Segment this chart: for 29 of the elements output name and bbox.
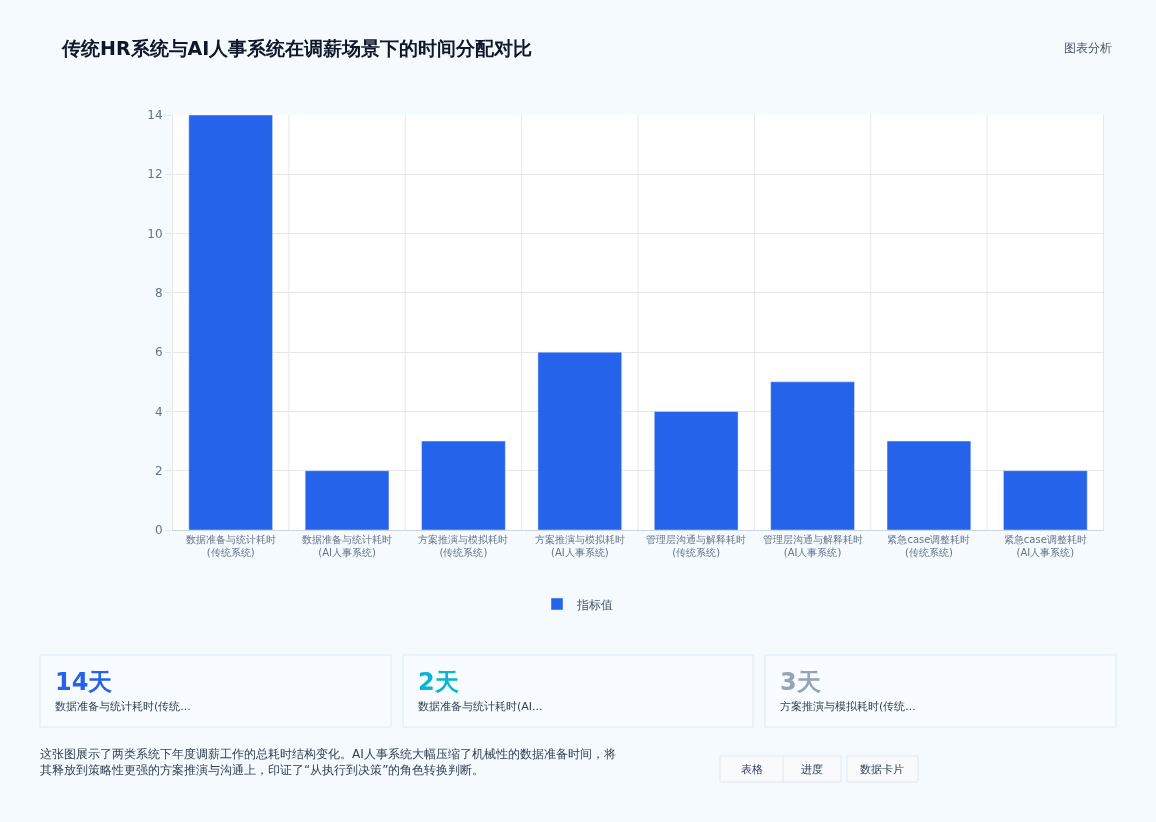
- text: 方案推演与模拟耗时(传统...: [780, 700, 916, 713]
- x-tick-label: 紧急case调整耗时(AI人事系统): [1003, 534, 1087, 558]
- legend-label: 指标值: [576, 597, 613, 612]
- y-tick-label: 12: [147, 167, 163, 182]
- y-tick-label: 6: [154, 345, 163, 360]
- text: 数据卡片: [860, 763, 904, 776]
- text: 14天: [55, 668, 113, 696]
- text: 数据准备与统计耗时(AI...: [418, 700, 543, 713]
- x-tick-label: 数据准备与统计耗时(AI人事系统): [302, 534, 393, 558]
- x-tick-label: 管理层沟通与解释耗时(AI人事系统): [762, 534, 863, 558]
- y-tick-label: 14: [147, 108, 163, 123]
- text: 3天: [780, 668, 821, 696]
- text: 数据准备与统计耗时(传统...: [55, 700, 191, 713]
- y-tick-label: 4: [154, 404, 163, 419]
- text: 表格: [741, 763, 763, 776]
- chart-title: 传统HR系统与AI人事系统在调薪场景下的时间分配对比: [61, 36, 533, 59]
- x-tick-label: 方案推演与模拟耗时(传统系统): [418, 534, 509, 558]
- x-tick-label: 数据准备与统计耗时(传统系统): [185, 534, 276, 558]
- x-tick-label: 方案推演与模拟耗时(AI人事系统): [534, 534, 625, 558]
- text: 图表分析: [1064, 41, 1112, 55]
- y-tick-label: 10: [147, 226, 163, 241]
- text: 2天: [418, 668, 459, 696]
- x-tick-label: 管理层沟通与解释耗时(传统系统): [646, 534, 747, 558]
- text: 进度: [801, 763, 823, 776]
- y-tick-label: 2: [154, 463, 163, 478]
- text: 这张图展示了两类系统下年度调薪工作的总耗时结构变化。AI人事系统大幅压缩了机械性的数据准备时间，将其释放到策略性更强的方案推演与沟通上，印证了“从执行到决策”的角色转换判断。: [40, 747, 616, 777]
- y-tick-label: 8: [154, 286, 163, 301]
- x-tick-label: 紧急case调整耗时(传统系统): [887, 534, 971, 558]
- y-tick-label: 0: [154, 523, 163, 538]
